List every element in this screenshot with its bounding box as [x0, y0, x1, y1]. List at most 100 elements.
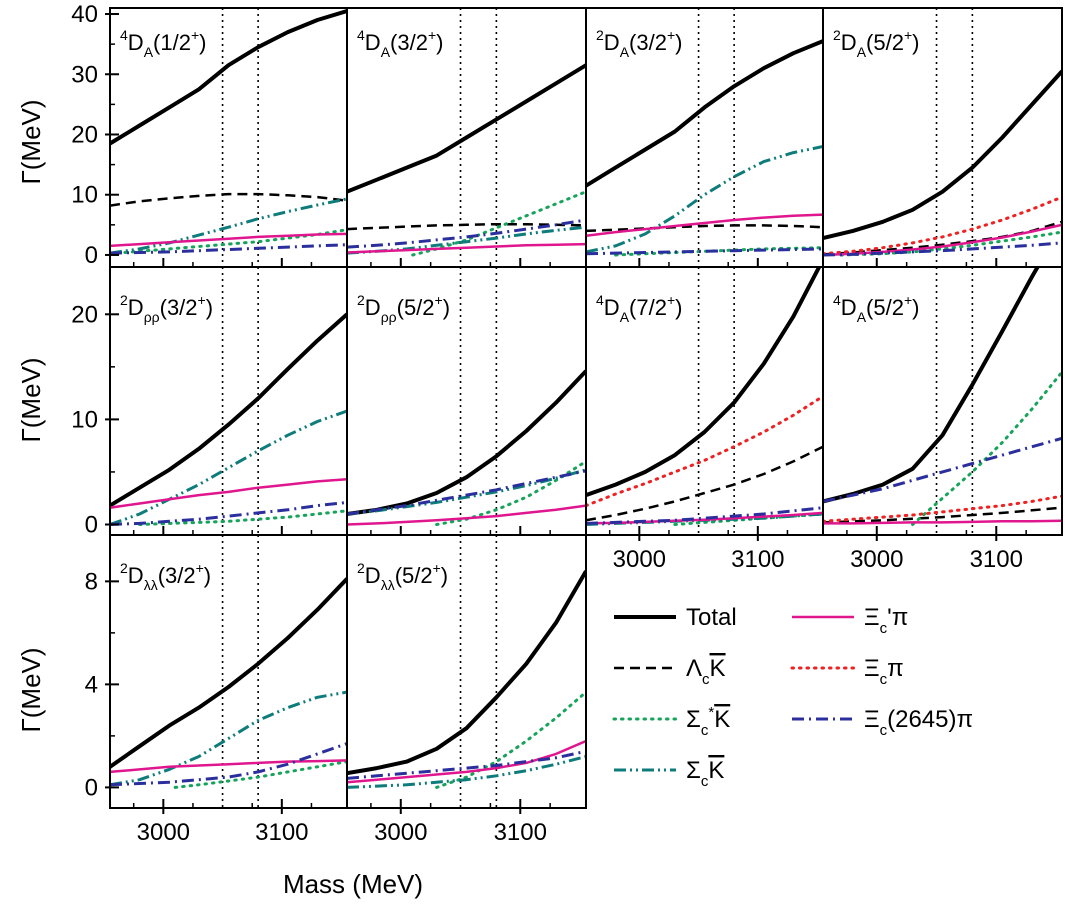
series-line-sigma_c_kbar	[110, 690, 347, 787]
y-tick-label: 10	[71, 182, 98, 209]
series-line-xi_c_2645_pi	[110, 243, 347, 255]
y-tick-label: 20	[71, 121, 98, 148]
y-axis-title-row2: Γ(MeV)	[16, 357, 46, 442]
series-group	[586, 39, 823, 257]
series-line-total	[110, 9, 347, 146]
x-tick-label: 3100	[970, 546, 1023, 573]
series-line-sigma_c_kbar	[347, 225, 586, 255]
series-group	[823, 267, 1062, 526]
series-line-total	[823, 69, 1062, 241]
y-tick-label: 40	[71, 1, 98, 28]
legend-entry-sigma_c_star_kbar: Σc*K	[612, 704, 730, 739]
series-line-sigma_c_star_kbar	[110, 228, 347, 256]
series-line-xi_c_2645_pi	[110, 742, 347, 787]
legend-label: Ξcπ	[864, 655, 904, 688]
series-line-sigma_c_kbar	[110, 197, 347, 255]
series-group	[823, 69, 1062, 257]
panel-label: 2Dρρ(5/2+)	[357, 292, 450, 325]
series-line-xi_c_2645_pi	[823, 241, 1062, 257]
panel-frame	[585, 266, 824, 536]
series-line-xi_c_2645_pi	[110, 500, 347, 526]
x-tick-label: 3000	[613, 546, 666, 573]
series-line-lambda_c_kbar	[586, 445, 823, 522]
series-line-xi_c_2645_pi	[586, 506, 823, 525]
panel-9: 0 4 8 3000 3100 2Dλλ(3/2+)	[85, 534, 348, 846]
series-line-xi_c_pi	[586, 394, 823, 508]
legend: Total ΛcK Σc*K ΣcK Ξc'π Ξcπ Ξc(2645)π	[612, 604, 973, 790]
series-line-xi_c_prime_pi	[347, 739, 586, 784]
series-line-total	[347, 570, 586, 776]
y-tick-label: 10	[71, 406, 98, 433]
x-tick-label: 3100	[255, 819, 308, 846]
legend-label: ΣcK	[686, 757, 724, 790]
series-line-sigma_c_star_kbar	[138, 509, 347, 526]
y-axis-title-row3: Γ(MeV)	[16, 647, 46, 732]
y-tick-label: 0	[85, 242, 98, 269]
series-line-total	[110, 312, 347, 508]
panel-label: 2Dλλ(5/2+)	[357, 560, 448, 593]
x-tick-label: 3000	[374, 819, 427, 846]
x-tick-label: 3100	[494, 819, 547, 846]
panel-6: 2Dρρ(5/2+)	[346, 266, 587, 536]
panel-label: 4DA(3/2+)	[357, 27, 443, 60]
series-line-sigma_c_star_kbar	[839, 230, 1062, 257]
panel-label: 4DA(1/2+)	[120, 27, 206, 60]
series-line-xi_c_prime_pi	[110, 759, 347, 774]
series-line-total	[347, 63, 586, 194]
legend-entry-xi_c_2645_pi: Ξc(2645)π	[792, 706, 973, 739]
panel-label: 2DA(5/2+)	[833, 27, 919, 60]
x-axis-title: Mass (MeV)	[283, 869, 423, 899]
panel-7: 3000 3100 4DA(7/2+)	[585, 266, 824, 573]
series-line-xi_c_prime_pi	[586, 213, 823, 237]
panel-2: 4DA(3/2+)	[346, 7, 587, 268]
series-line-xi_c_2645_pi	[823, 436, 1062, 503]
series-line-xi_c_prime_pi	[586, 511, 823, 525]
panel-label: 2DA(3/2+)	[596, 27, 682, 60]
series-line-xi_c_2645_pi	[347, 218, 586, 249]
series-line-lambda_c_kbar	[347, 222, 586, 231]
legend-entry-sigma_c_kbar: ΣcK	[614, 757, 724, 790]
series-line-total	[823, 267, 1040, 504]
series-line-lambda_c_kbar	[586, 224, 823, 233]
panel-10: 3000 3100 2Dλλ(5/2+)	[346, 534, 587, 846]
series-group	[586, 267, 823, 526]
legend-label: Ξc'π	[864, 604, 908, 637]
x-tick-label: 3000	[850, 546, 903, 573]
y-tick-label: 4	[85, 671, 98, 698]
y-tick-label: 8	[85, 568, 98, 595]
series-group	[110, 577, 347, 789]
legend-entry-lambda_c_kbar: ΛcK	[614, 655, 726, 688]
y-tick-label: 0	[85, 774, 98, 801]
series-line-xi_c_2645_pi	[347, 749, 586, 780]
series-group	[110, 9, 347, 256]
panel-label: 4DA(5/2+)	[833, 292, 919, 325]
panel-frame	[109, 534, 348, 809]
series-line-total	[586, 39, 823, 188]
x-tick-label: 3100	[731, 546, 784, 573]
y-tick-label: 30	[71, 61, 98, 88]
series-line-xi_c_2645_pi	[347, 469, 586, 516]
panel-1: 0 10 20 30 40 4DA(1/2+)	[71, 1, 348, 269]
legend-entry-xi_c_pi: Ξcπ	[790, 655, 904, 688]
panel-frame	[109, 266, 348, 536]
legend-label: ΛcK	[686, 655, 726, 688]
series-line-lambda_c_kbar	[110, 192, 347, 207]
series-group	[347, 369, 586, 526]
panel-5: 0 10 20 2Dρρ(3/2+)	[71, 266, 348, 538]
series-line-lambda_c_kbar	[823, 506, 1062, 524]
figure-labels: Mass (MeV) Γ(MeV) Γ(MeV) Γ(MeV)	[16, 99, 423, 899]
legend-label: Ξc(2645)π	[864, 706, 973, 739]
series-line-sigma_c_star_kbar	[911, 370, 1062, 526]
series-line-xi_c_pi	[823, 494, 1062, 523]
legend-label: Σc*K	[686, 704, 730, 739]
series-line-xi_c_2645_pi	[586, 247, 823, 256]
y-tick-label: 0	[85, 511, 98, 538]
y-axis-title-row1: Γ(MeV)	[16, 99, 46, 184]
y-tick-label: 20	[71, 301, 98, 328]
x-tick-label: 3000	[137, 819, 190, 846]
series-line-xi_c_prime_pi	[823, 519, 1062, 525]
series-line-xi_c_prime_pi	[347, 242, 586, 254]
panel-8: 3000 3100 4DA(5/2+)	[822, 266, 1063, 573]
panel-frame	[822, 266, 1063, 536]
